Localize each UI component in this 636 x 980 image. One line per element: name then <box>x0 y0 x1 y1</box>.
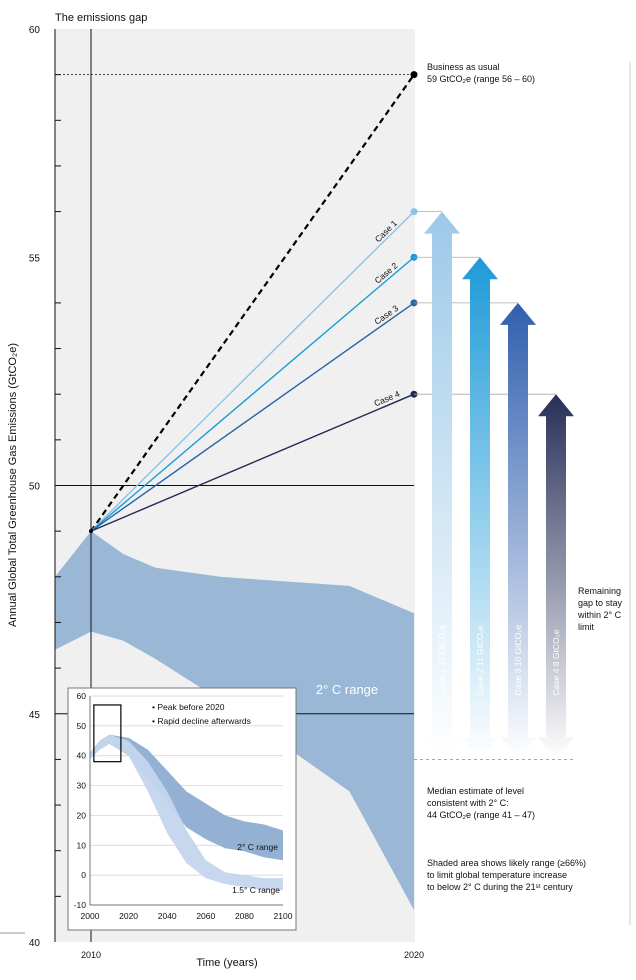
inset-band-1 <box>90 734 283 891</box>
gap-arrow-case-4 <box>538 394 574 760</box>
inset-x-tick-label: 2080 <box>235 911 254 921</box>
series-line-case-2 <box>90 256 415 532</box>
range-band-area <box>55 531 414 910</box>
y-tick-label-45: 45 <box>29 710 41 721</box>
start-point <box>89 529 93 534</box>
inset-highlight-box <box>93 704 122 763</box>
inset-legend-item: • Peak before 2020 <box>152 702 225 712</box>
y-tick-label-60: 60 <box>29 25 41 36</box>
inset-y-tick-label: 0 <box>81 870 86 880</box>
inset-y-tick-label: 60 <box>77 691 87 701</box>
gap-arrow-label-case-3: Case 3 10 GtCO₂e <box>513 624 523 695</box>
bau-annotation-value: 59 GtCO₂e (range 56 – 60) <box>427 74 535 84</box>
y-tick-label-55: 55 <box>29 253 41 264</box>
chart-title: The emissions gap <box>55 12 147 24</box>
x-tick-label-2020: 2020 <box>404 950 424 960</box>
shaded-annotation-line-3: to below 2° C during the 21ˢᵗ century <box>427 882 573 892</box>
median-annotation-line-1: Median estimate of level <box>427 786 524 796</box>
inset-y-tick-label: 10 <box>77 840 87 850</box>
shaded-annotation-line-2: to limit global temperature increase <box>427 870 567 880</box>
y-tick-label-40: 40 <box>29 938 41 949</box>
series-line-case-3 <box>90 302 415 532</box>
shaded-annotation-line-1: Shaded area shows likely range (≥66%) <box>427 858 586 868</box>
range-band-label: 2° C range <box>316 682 378 697</box>
x-axis-label: Time (years) <box>196 957 257 969</box>
gap-arrow-label-case-1: Case 1 12 GtCO₂e <box>437 624 447 695</box>
gap-arrow-label-case-2: Case 2 11 GtCO₂e <box>475 625 485 696</box>
gap-arrow-label-case-4: Case 4 8 GtCO₂e <box>551 629 561 695</box>
inset-y-tick-label: 40 <box>77 751 87 761</box>
inset-y-tick-label: 50 <box>77 721 87 731</box>
median-annotation-line-2: consistent with 2° C: <box>427 798 509 808</box>
series-line-business-as-usual <box>90 74 415 532</box>
y-tick-label-50: 50 <box>29 482 41 493</box>
series-endpoint-business-as-usual <box>410 71 418 79</box>
x-tick-label-2010: 2010 <box>81 950 101 960</box>
gap-arrow-case-1 <box>424 211 460 760</box>
inset-legend-item: • Rapid decline afterwards <box>152 716 251 726</box>
y-axis-label: Annual Global Total Greenhouse Gas Emiss… <box>7 343 19 627</box>
inset-y-tick-label: 20 <box>77 810 87 820</box>
inset-x-tick-label: 2100 <box>274 911 293 921</box>
inset-y-tick-label: 30 <box>77 781 87 791</box>
remaining-gap-line-4: limit <box>578 622 594 632</box>
remaining-gap-line-1: Remaining <box>578 586 621 596</box>
inset-band-label-15c: 1.5° C range <box>232 885 280 895</box>
gap-arrow-case-3 <box>500 302 536 760</box>
inset-band-label-2c: 2° C range <box>237 842 278 852</box>
gap-arrow-case-2 <box>462 257 498 760</box>
remaining-gap-line-2: gap to stay <box>578 598 623 608</box>
inset-x-tick-label: 2040 <box>158 911 177 921</box>
median-annotation-line-3: 44 GtCO₂e (range 41 – 47) <box>427 810 535 820</box>
inset-x-tick-label: 2020 <box>119 911 138 921</box>
inset-y-tick-label: -10 <box>74 900 87 910</box>
series-line-case-1 <box>90 211 415 532</box>
inset-x-tick-label: 2000 <box>81 911 100 921</box>
series-line-case-4 <box>90 393 415 532</box>
bau-annotation-title: Business as usual <box>427 62 500 72</box>
inset-x-tick-label: 2060 <box>196 911 215 921</box>
remaining-gap-line-3: within 2° C <box>577 610 622 620</box>
